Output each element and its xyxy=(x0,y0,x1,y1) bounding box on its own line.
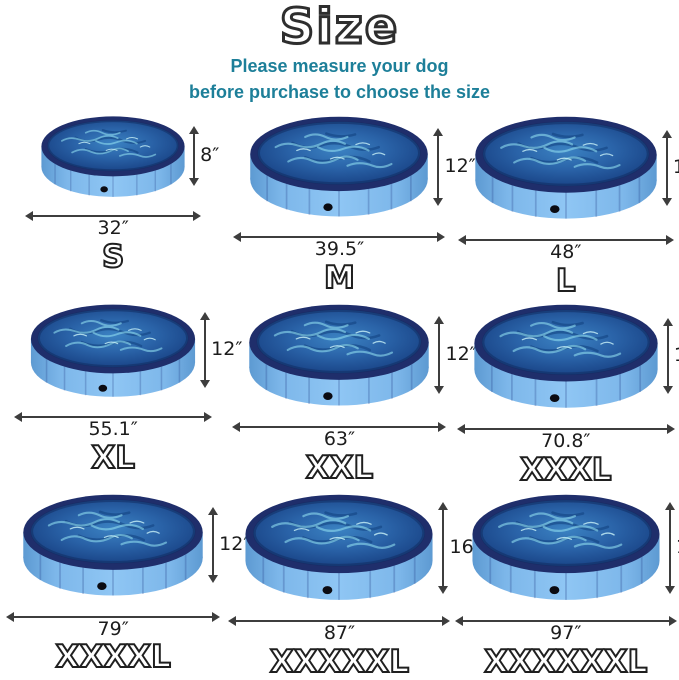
size-label: XXXXXXL xyxy=(483,644,648,680)
size-label: XXXL xyxy=(519,452,612,489)
pool-illustration xyxy=(241,493,437,611)
height-value: 8″ xyxy=(200,143,220,166)
pool-svg xyxy=(249,304,430,406)
pool-illustration xyxy=(27,303,199,406)
pool-illustration xyxy=(468,493,664,611)
pool-illustration xyxy=(470,303,662,418)
height-value: 16″ xyxy=(676,536,679,559)
pool-illustration xyxy=(471,115,661,229)
height-value: 12″ xyxy=(211,338,243,361)
diameter-value: 70.8″ xyxy=(541,430,591,453)
height-value: 12″ xyxy=(219,532,251,555)
pool-illustration xyxy=(246,115,432,227)
diameter-value: 48″ xyxy=(550,240,582,263)
height-dimension: 16″ xyxy=(668,508,679,587)
pool-svg xyxy=(474,304,658,408)
height-dimension: 12″ xyxy=(212,513,251,576)
subtitle-line-2: before purchase to choose the size xyxy=(188,81,491,102)
height-arrow-icon xyxy=(438,323,441,388)
size-label: XXXXXL xyxy=(269,644,410,680)
pool-size-cell-xxxl: 12″ 70.8″ XXXL xyxy=(453,299,679,487)
height-arrow-icon xyxy=(666,325,669,388)
diameter-arrow-icon xyxy=(240,236,439,239)
size-label: S xyxy=(101,238,125,275)
size-label: M xyxy=(323,260,356,297)
pool-size-cell-xxxxxl: 16″ 87″ XXXXXL xyxy=(226,489,481,680)
height-arrow-icon xyxy=(204,319,207,382)
height-arrow-icon xyxy=(665,136,668,199)
diameter-arrow-icon xyxy=(239,425,440,428)
pool-illustration xyxy=(19,493,207,606)
pool-size-cell-s: 8″ 32″ S xyxy=(0,111,226,297)
height-value: 12″ xyxy=(674,344,679,367)
size-label: XL xyxy=(90,440,136,477)
pool-illustration xyxy=(245,303,433,416)
height-value: 12″ xyxy=(444,154,476,177)
pool-size-cell-m: 12″ 39.5″ M xyxy=(226,111,476,297)
pool-svg xyxy=(472,494,660,600)
pool-svg xyxy=(250,116,429,217)
height-dimension: 8″ xyxy=(193,132,220,179)
size-grid: 8″ 32″ S xyxy=(0,111,679,679)
pool-size-cell-xl: 12″ 55.1″ XL xyxy=(0,299,242,487)
diameter-arrow-icon xyxy=(32,214,195,217)
height-arrow-icon xyxy=(193,132,196,179)
height-dimension: 12″ xyxy=(665,136,679,199)
diameter-arrow-icon xyxy=(13,615,214,618)
pool-svg xyxy=(31,304,196,397)
diameter-value: 55.1″ xyxy=(88,418,138,441)
diameter-value: 97″ xyxy=(550,622,582,645)
pool-svg xyxy=(23,494,203,596)
diameter-value: 79″ xyxy=(97,617,129,640)
height-dimension: 12″ xyxy=(438,323,477,388)
size-label: L xyxy=(555,262,577,299)
diameter-arrow-icon xyxy=(461,620,670,623)
size-label: XXL xyxy=(305,449,375,486)
subtitle: Please measure your dog before purchase … xyxy=(0,54,679,104)
size-label: XXXXL xyxy=(54,639,171,676)
height-arrow-icon xyxy=(212,513,215,576)
pool-size-cell-xxl: 12″ 63″ XXL xyxy=(226,299,477,487)
subtitle-line-1: Please measure your dog xyxy=(230,56,449,77)
pool-svg xyxy=(41,116,185,197)
pool-illustration xyxy=(38,115,188,205)
height-dimension: 12″ xyxy=(437,134,476,199)
header: Size Please measure your dog before purc… xyxy=(0,0,679,105)
diameter-arrow-icon xyxy=(464,238,667,241)
pool-size-cell-xxxxl: 12″ 79″ XXXXL xyxy=(0,489,250,679)
pool-size-cell-l: 12″ 48″ L xyxy=(453,111,679,299)
diameter-value: 87″ xyxy=(323,622,356,645)
height-dimension: 12″ xyxy=(204,319,243,382)
height-dimension: 12″ xyxy=(666,325,679,388)
diameter-value: 32″ xyxy=(97,216,129,239)
height-value: 12″ xyxy=(672,155,679,178)
pool-svg xyxy=(245,494,434,600)
page-title: Size xyxy=(278,0,400,55)
diameter-arrow-icon xyxy=(463,428,668,431)
pool-svg xyxy=(475,116,657,219)
diameter-value: 39.5″ xyxy=(314,238,365,261)
height-value: 12″ xyxy=(445,343,477,366)
diameter-arrow-icon xyxy=(21,416,206,419)
height-arrow-icon xyxy=(437,134,440,199)
diameter-arrow-icon xyxy=(235,620,444,623)
height-arrow-icon xyxy=(668,508,671,587)
diameter-value: 63″ xyxy=(323,427,356,450)
height-arrow-icon xyxy=(442,508,445,587)
pool-size-cell-xxxxxxl: 16″ 97″ XXXXXXL xyxy=(453,489,679,679)
